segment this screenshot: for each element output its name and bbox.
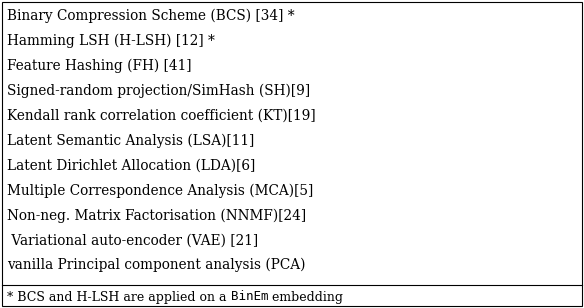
Text: Signed-random projection/SimHash (SH)[9]: Signed-random projection/SimHash (SH)[9] xyxy=(7,84,310,98)
Text: BinEm: BinEm xyxy=(231,290,268,303)
Text: Feature Hashing (FH) [41]: Feature Hashing (FH) [41] xyxy=(7,59,192,73)
Text: Latent Dirichlet Allocation (LDA)[6]: Latent Dirichlet Allocation (LDA)[6] xyxy=(7,158,255,172)
Text: Hamming LSH (H-LSH) [12] *: Hamming LSH (H-LSH) [12] * xyxy=(7,34,215,48)
Text: vanilla Principal component analysis (PCA): vanilla Principal component analysis (PC… xyxy=(7,258,305,273)
Text: Latent Semantic Analysis (LSA)[11]: Latent Semantic Analysis (LSA)[11] xyxy=(7,134,254,148)
Text: embedding: embedding xyxy=(268,290,343,303)
Text: Non-neg. Matrix Factorisation (NNMF)[24]: Non-neg. Matrix Factorisation (NNMF)[24] xyxy=(7,208,306,223)
Text: Multiple Correspondence Analysis (MCA)[5]: Multiple Correspondence Analysis (MCA)[5… xyxy=(7,183,313,198)
Text: Variational auto-encoder (VAE) [21]: Variational auto-encoder (VAE) [21] xyxy=(7,233,258,247)
Text: Kendall rank correlation coefficient (KT)[19]: Kendall rank correlation coefficient (KT… xyxy=(7,109,315,123)
Text: * BCS and H-LSH are applied on a: * BCS and H-LSH are applied on a xyxy=(7,290,231,303)
Text: Binary Compression Scheme (BCS) [34] *: Binary Compression Scheme (BCS) [34] * xyxy=(7,9,294,23)
